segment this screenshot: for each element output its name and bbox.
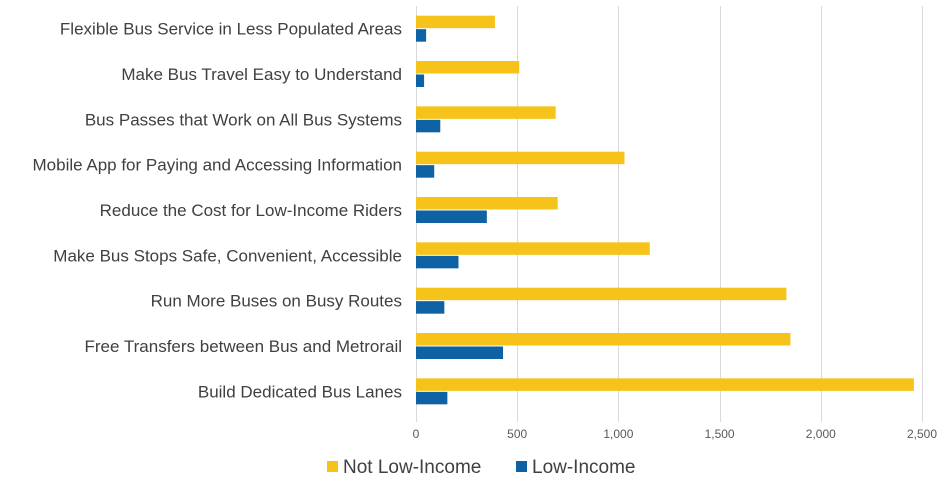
bar-low-income xyxy=(416,346,504,359)
bar-low-income xyxy=(416,119,441,133)
bar-not-low-income xyxy=(416,242,650,255)
legend-label: Not Low-Income xyxy=(343,457,481,478)
bar-low-income xyxy=(416,301,445,314)
bar-not-low-income xyxy=(416,15,495,29)
category-label: Flexible Bus Service in Less Populated A… xyxy=(60,20,402,39)
bar-not-low-income xyxy=(416,61,520,74)
bar-not-low-income xyxy=(416,333,791,346)
bar-low-income xyxy=(416,210,487,223)
bar-low-income xyxy=(416,29,427,42)
x-tick-label: 0 xyxy=(413,427,420,441)
bar-low-income xyxy=(416,74,425,87)
category-label: Bus Passes that Work on All Bus Systems xyxy=(85,110,402,129)
x-tick-label: 2,500 xyxy=(907,427,937,441)
category-label: Make Bus Travel Easy to Understand xyxy=(121,65,402,84)
category-label: Reduce the Cost for Low-Income Riders xyxy=(100,201,402,220)
category-label: Free Transfers between Bus and Metrorail xyxy=(85,337,402,356)
category-label: Run More Buses on Busy Routes xyxy=(151,292,402,311)
legend-swatch-0 xyxy=(327,461,338,472)
bar-not-low-income xyxy=(416,378,914,391)
legend-swatch-1 xyxy=(516,461,527,472)
x-tick-label: 1,500 xyxy=(705,427,735,441)
bar-low-income xyxy=(416,165,435,178)
category-label: Build Dedicated Bus Lanes xyxy=(198,382,402,401)
x-tick-labels: 0 500 1,000 1,500 2,000 2,500 xyxy=(413,427,938,441)
legend-label: Low-Income xyxy=(532,457,636,478)
bar-not-low-income xyxy=(416,197,558,210)
bar-not-low-income xyxy=(416,151,625,165)
bars xyxy=(416,15,914,405)
legend: Not Low-Income Low-Income xyxy=(327,457,636,478)
x-tick-label: 1,000 xyxy=(603,427,633,441)
bar-not-low-income xyxy=(416,287,787,301)
category-label: Mobile App for Paying and Accessing Info… xyxy=(33,156,403,175)
bar-low-income xyxy=(416,391,448,405)
x-tick-label: 500 xyxy=(507,427,527,441)
category-label: Make Bus Stops Safe, Convenient, Accessi… xyxy=(53,246,402,265)
x-tick-label: 2,000 xyxy=(806,427,836,441)
bar-not-low-income xyxy=(416,106,556,119)
bar-low-income xyxy=(416,255,459,269)
category-labels: Flexible Bus Service in Less Populated A… xyxy=(33,20,403,402)
